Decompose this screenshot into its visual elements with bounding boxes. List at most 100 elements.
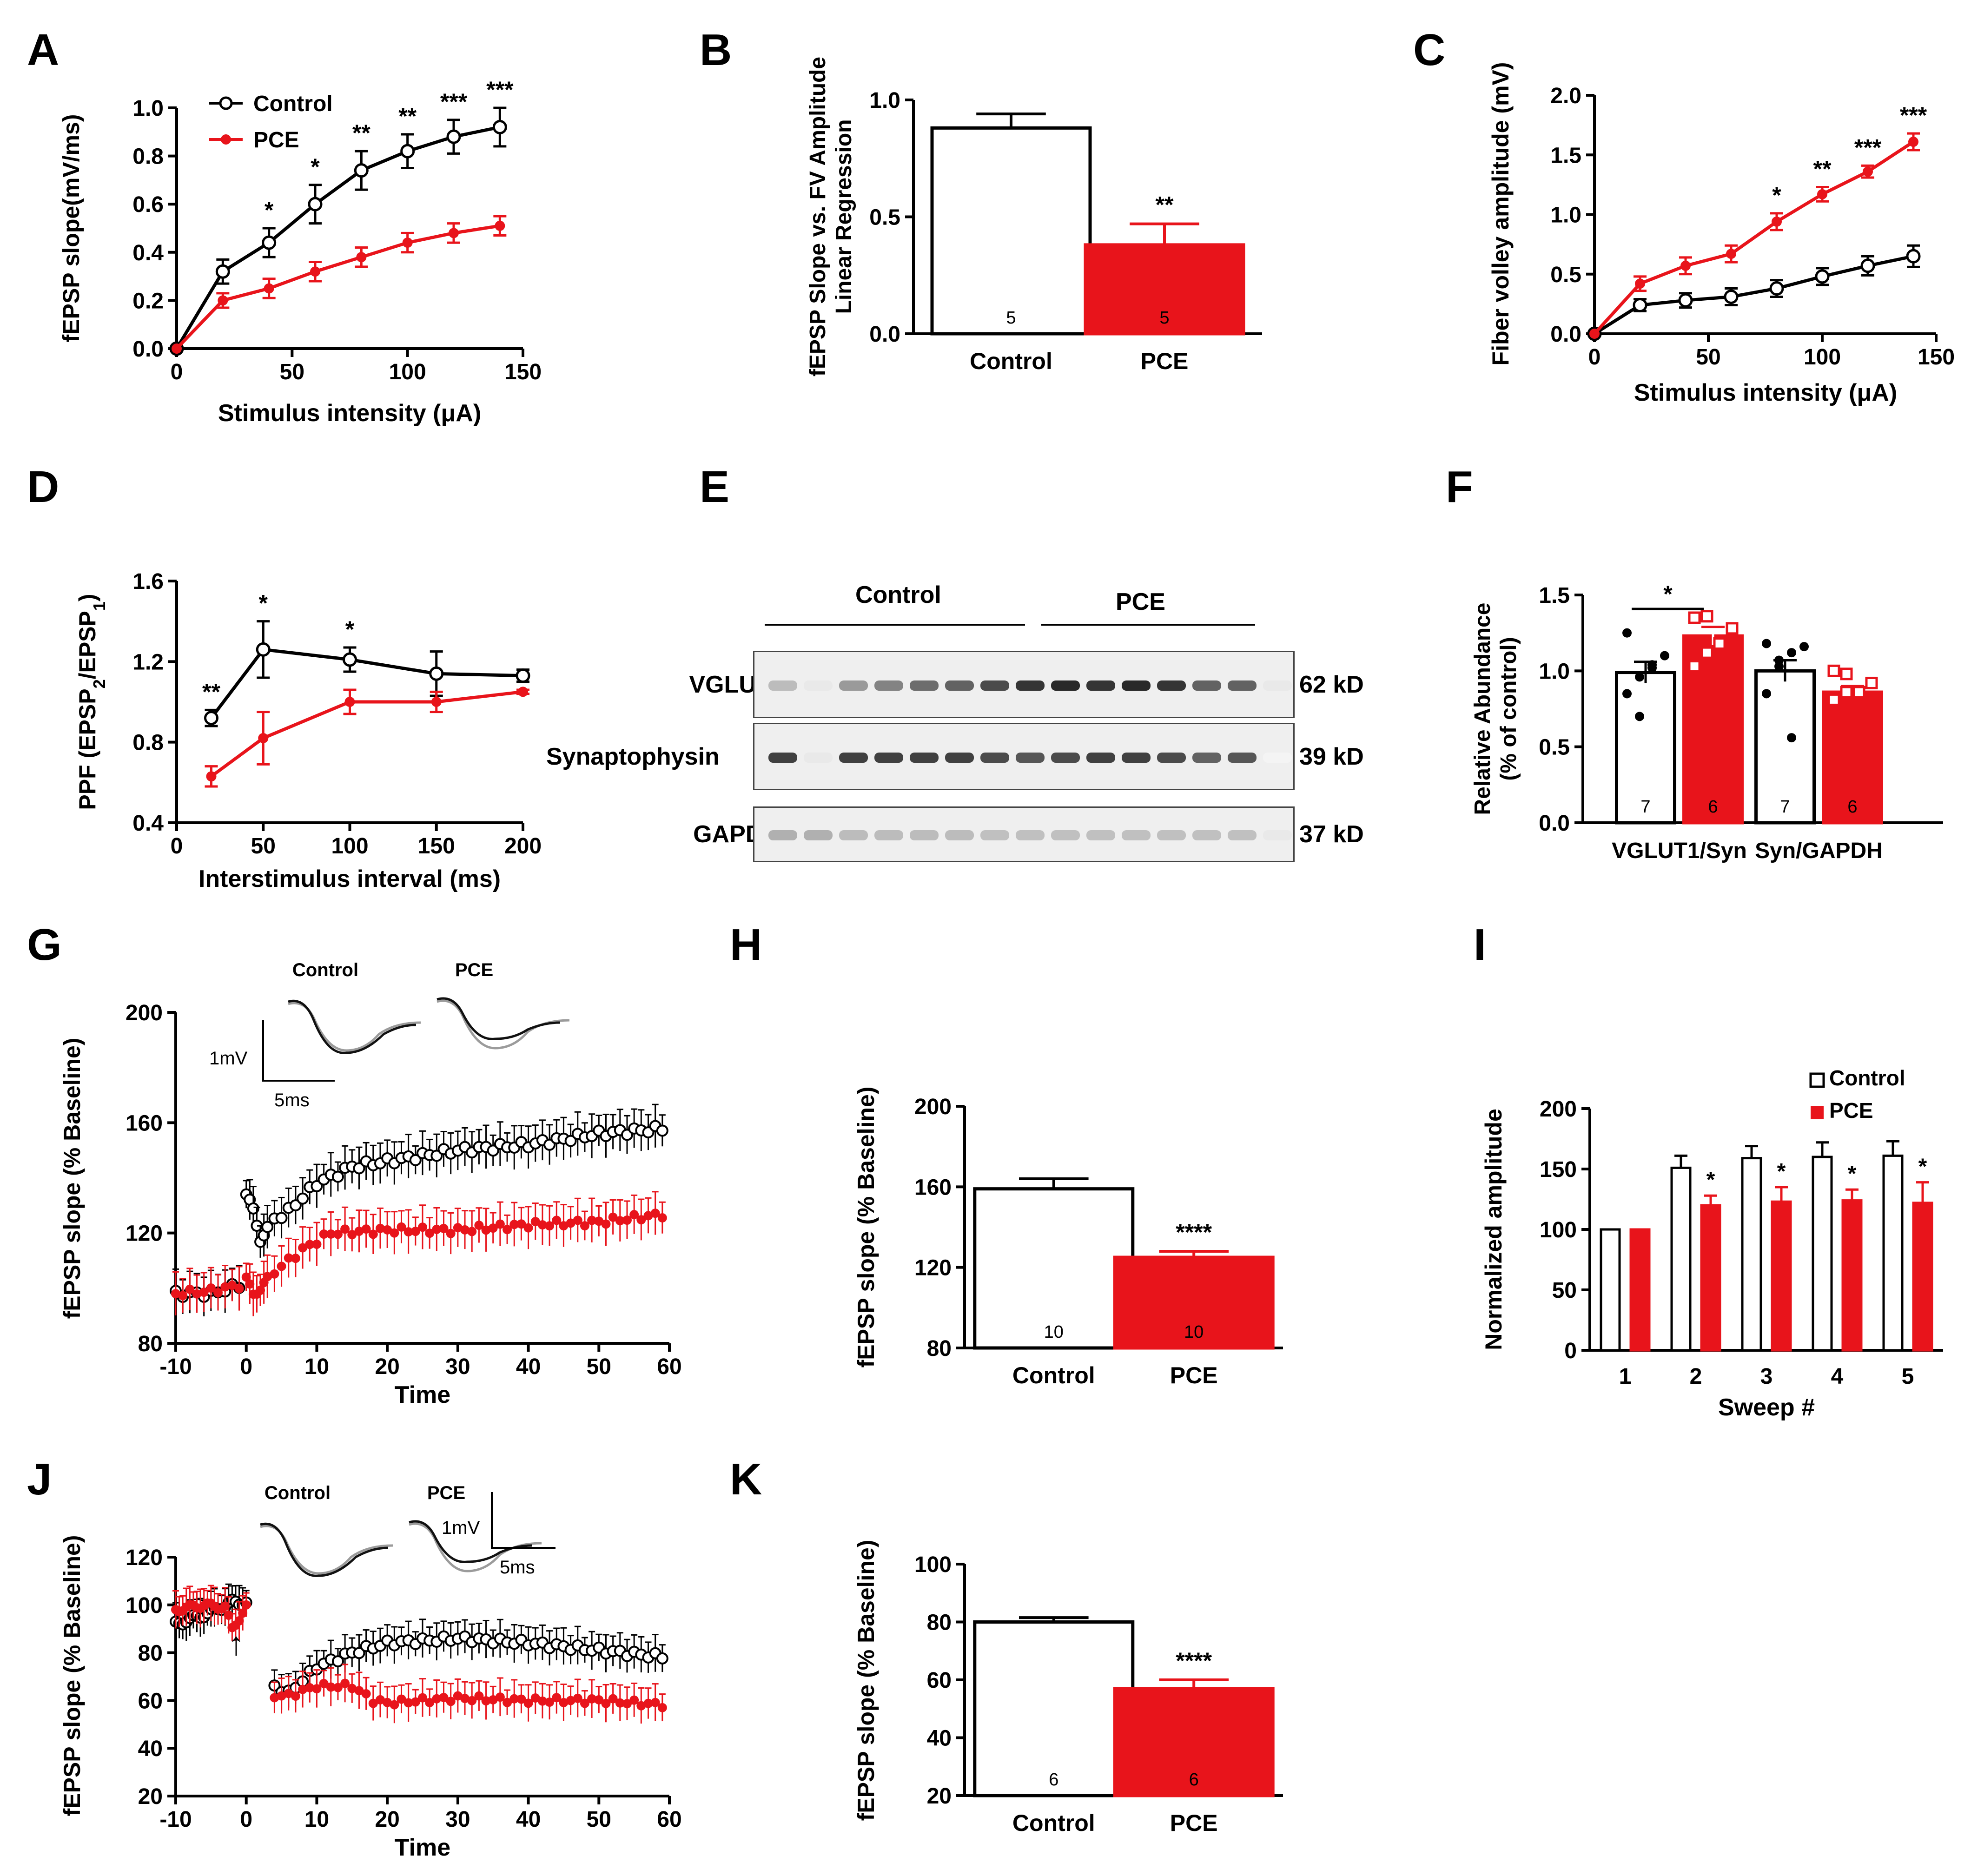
data-point-pce xyxy=(474,1221,484,1230)
blot-band xyxy=(980,680,1009,691)
data-point-pce xyxy=(270,1269,279,1279)
x-tick-label: 150 xyxy=(504,360,542,384)
data-point-pce xyxy=(397,1222,406,1232)
blot-band xyxy=(1192,752,1221,763)
data-point-pce xyxy=(402,238,413,248)
data-point-pce xyxy=(622,1699,632,1709)
x-tick-label: 200 xyxy=(504,834,542,859)
y-tick-label: 0.8 xyxy=(132,731,164,755)
significance-marker: * xyxy=(311,154,320,180)
data-point-pce xyxy=(171,1289,180,1299)
significance-marker: *** xyxy=(1900,102,1927,128)
data-point-pce xyxy=(523,1223,533,1233)
arrow-icon: ↑ xyxy=(228,1625,245,1662)
y-tick-label: 0.5 xyxy=(869,205,900,230)
data-point-pce xyxy=(199,1288,209,1297)
blot-band xyxy=(1263,680,1292,691)
blot-band xyxy=(839,752,868,763)
data-point-pce xyxy=(305,1683,315,1692)
y-tick-label: 50 xyxy=(1552,1278,1577,1303)
data-point-pce xyxy=(474,1691,484,1701)
y-axis-label: fEPSP slope(mV/ms) xyxy=(58,114,84,343)
n-label: 7 xyxy=(1640,797,1650,817)
data-point-pce xyxy=(467,1227,477,1236)
data-point-pce xyxy=(446,1697,456,1706)
legend-label-pce: PCE xyxy=(1829,1098,1873,1123)
scale-bar xyxy=(262,1020,335,1082)
panel-k: 20 40 60 80 100 Control 6 PCE 6 **** fEPSP slope (… xyxy=(853,1540,1283,1836)
data-point-pce xyxy=(356,252,367,263)
x-tick-label: 20 xyxy=(375,1807,399,1832)
data-point-pce xyxy=(284,1253,293,1263)
significance-marker: * xyxy=(1777,1159,1786,1184)
data-point-pce xyxy=(375,1223,385,1233)
y-tick-label: 20 xyxy=(927,1784,952,1809)
panel-b: 0.0 0.5 1.0 Control 5 PCE 5 ** fEPSP Slope vs. F… xyxy=(806,57,1262,377)
n-label: 6 xyxy=(1189,1770,1199,1790)
individual-point-control xyxy=(1774,661,1784,671)
y-tick-label: 1.5 xyxy=(1550,143,1581,168)
data-point-pce xyxy=(312,1684,322,1694)
panel-letter-j: J xyxy=(27,1454,52,1504)
data-point-pce xyxy=(601,1698,611,1708)
blot-band xyxy=(1228,830,1257,840)
data-point-pce xyxy=(523,1698,533,1708)
series-line-control xyxy=(175,126,501,350)
data-point-pce xyxy=(410,1697,420,1707)
panel-d: 0.40.81.21.60 50 100 150 200****Interstimulu… xyxy=(74,569,542,892)
y-tick-label: 80 xyxy=(927,1611,952,1635)
panel-letter-k: K xyxy=(730,1454,762,1504)
x-tick-label: 10 xyxy=(304,1354,329,1379)
data-point-control xyxy=(564,1135,577,1147)
data-point-pce xyxy=(347,1230,357,1240)
data-point-pce xyxy=(537,1696,547,1706)
y-tick-label: 200 xyxy=(914,1095,952,1119)
blot-group-line-pce xyxy=(1041,624,1255,626)
trace-control-post xyxy=(260,1522,389,1577)
y-axis-label-part: PPF (EPSP xyxy=(74,688,100,810)
data-point-pce xyxy=(449,228,459,238)
data-point-pce xyxy=(310,266,320,277)
y-tick-label: 1.0 xyxy=(132,96,164,121)
x-tick-label: 5 xyxy=(1902,1364,1914,1389)
data-point-pce xyxy=(234,1616,244,1626)
data-point-pce xyxy=(615,1216,625,1226)
bar-pce xyxy=(1912,1202,1933,1352)
data-point-pce xyxy=(432,1224,442,1234)
bar-control xyxy=(1754,669,1816,825)
data-point-pce xyxy=(559,1221,569,1231)
x-tick-label: 50 xyxy=(587,1354,611,1379)
y-tick-label: 1.0 xyxy=(1539,659,1570,684)
data-point-control xyxy=(1769,281,1784,296)
panel-g: 80 120 160 200 -10 0 10 20 30 40 50 60 Time fEPSP slo… xyxy=(59,960,682,1408)
y-tick-label: 120 xyxy=(126,1546,163,1570)
individual-point-pce xyxy=(1827,664,1840,677)
data-point-pce xyxy=(333,1229,343,1239)
data-point-pce xyxy=(277,1262,286,1271)
data-point-control xyxy=(400,144,415,159)
data-point-pce xyxy=(340,1224,350,1234)
data-point-pce xyxy=(234,1284,244,1294)
data-point-pce xyxy=(1680,260,1691,271)
data-point-pce xyxy=(566,1696,575,1705)
x-tick-label: 0 xyxy=(1588,345,1601,370)
data-point-pce xyxy=(344,697,355,707)
panel-a: 0.00.20.40.60.81.00 50 100 150********* ***C… xyxy=(58,77,542,427)
data-point-control xyxy=(1633,297,1647,312)
data-point-pce xyxy=(545,1698,555,1707)
data-point-pce xyxy=(446,1229,456,1238)
data-point-pce xyxy=(431,697,442,707)
data-point-control xyxy=(215,264,230,279)
panel-letter-c: C xyxy=(1413,25,1445,75)
x-axis-label: Time xyxy=(395,1834,450,1861)
blot-band xyxy=(1051,752,1080,763)
data-point-pce xyxy=(1726,249,1736,259)
y-tick-label: 1.0 xyxy=(1550,203,1581,228)
legend-label-control: Control xyxy=(1829,1066,1905,1090)
bar-control xyxy=(1741,1157,1762,1352)
blot-protein-label: Synaptophysin xyxy=(546,743,720,770)
x-group-label: VGLUT1/Syn xyxy=(1612,839,1747,863)
data-point-pce xyxy=(220,1601,230,1611)
data-point-pce xyxy=(516,1219,526,1229)
data-point-pce xyxy=(284,1689,293,1698)
